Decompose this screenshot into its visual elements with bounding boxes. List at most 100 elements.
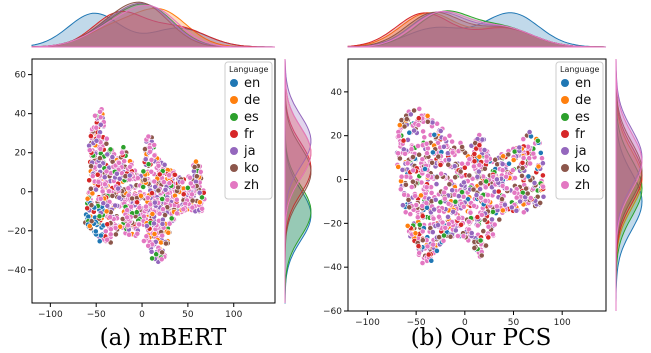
scatter-point-zh xyxy=(93,124,100,131)
scatter-point-ja xyxy=(161,161,168,168)
scatter-point-ko xyxy=(480,228,487,234)
scatter-point-zh xyxy=(424,150,430,157)
legend-marker-ko xyxy=(230,164,238,172)
y-tick-label: −20 xyxy=(7,227,26,237)
scatter-point-zh xyxy=(478,211,485,218)
scatter-point-zh xyxy=(106,188,112,195)
scatter-point-ko xyxy=(398,117,405,123)
scatter-point-zh xyxy=(408,184,415,190)
scatter-point-de xyxy=(165,229,172,236)
scatter-point-ja xyxy=(429,119,436,126)
scatter-point-ko xyxy=(406,204,413,211)
scatter-point-ja xyxy=(479,136,486,143)
scatter-point-zh xyxy=(103,135,110,142)
scatter-point-zh xyxy=(404,160,411,167)
scatter-point-zh xyxy=(449,149,456,156)
scatter-point-zh xyxy=(441,135,448,142)
scatter-point-ja xyxy=(101,174,108,181)
y-tick-label: 0 xyxy=(20,188,26,198)
scatter-point-zh xyxy=(108,226,114,233)
scatter-point-ko xyxy=(481,165,488,172)
scatter-point-zh xyxy=(477,194,484,201)
scatter-point-fr xyxy=(415,243,422,249)
scatter-point-zh xyxy=(97,195,104,202)
y-tick-label: 60 xyxy=(15,71,27,81)
scatter-point-zh xyxy=(520,209,527,216)
scatter-point-ja xyxy=(104,202,111,209)
scatter-point-ja xyxy=(109,154,116,160)
scatter-point-ja xyxy=(437,128,444,134)
scatter-point-zh xyxy=(499,167,506,174)
legend-marker-ja xyxy=(230,147,238,155)
scatter-point-zh xyxy=(483,153,490,160)
scatter-points xyxy=(394,106,547,267)
scatter-point-ko xyxy=(435,153,442,160)
x-tick-label: 100 xyxy=(554,318,571,328)
scatter-point-es xyxy=(140,183,147,190)
scatter-point-ko xyxy=(142,146,148,152)
scatter-point-zh xyxy=(407,211,414,217)
scatter-point-zh xyxy=(395,150,401,157)
scatter-point-zh xyxy=(416,250,423,256)
scatter-point-zh xyxy=(512,175,518,181)
scatter-point-zh xyxy=(156,210,163,217)
scatter-point-ko xyxy=(142,176,148,183)
scatter-point-ja xyxy=(104,151,111,158)
scatter-point-zh xyxy=(527,195,534,201)
scatter-point-zh xyxy=(143,233,150,240)
scatter-point-en xyxy=(431,131,438,138)
scatter-point-zh xyxy=(421,134,428,141)
scatter-point-fr xyxy=(461,164,468,171)
legend-box xyxy=(555,61,604,200)
scatter-point-ko xyxy=(447,233,454,240)
scatter-point-ja xyxy=(112,202,119,209)
scatter-point-de xyxy=(84,195,91,202)
legend-marker-ja xyxy=(561,147,569,155)
scatter-point-es xyxy=(159,196,166,202)
scatter-point-en xyxy=(428,257,435,264)
scatter-point-ja xyxy=(493,176,500,183)
scatter-point-zh xyxy=(503,173,509,180)
scatter-point-zh xyxy=(509,167,516,174)
legend-box xyxy=(224,61,273,200)
scatter-point-zh xyxy=(511,189,518,196)
scatter-point-zh xyxy=(441,195,448,202)
scatter-point-zh xyxy=(119,149,125,156)
legend-label-en: en xyxy=(575,76,591,91)
scatter-point-ja xyxy=(526,129,533,135)
scatter-point-de xyxy=(193,158,199,165)
scatter-point-ko xyxy=(97,155,103,162)
scatter-point-zh xyxy=(464,160,471,167)
scatter-point-zh xyxy=(95,178,102,185)
scatter-point-ja xyxy=(508,204,515,211)
scatter-point-fr xyxy=(104,221,111,228)
x-tick-label: 100 xyxy=(225,310,242,320)
legend-marker-fr xyxy=(230,130,238,138)
scatter-point-en xyxy=(506,160,512,167)
marginal-y-density-zh xyxy=(284,59,312,303)
scatter-point-ja xyxy=(116,194,123,201)
scatter-point-zh xyxy=(403,173,410,180)
scatter-point-ja xyxy=(481,147,488,153)
scatter-point-zh xyxy=(166,220,173,227)
scatter-point-ko xyxy=(505,151,512,158)
scatter-point-es xyxy=(184,184,191,191)
legend-label-fr: fr xyxy=(244,127,255,142)
scatter-point-ko xyxy=(537,199,544,206)
scatter-point-es xyxy=(459,189,465,195)
scatter-point-ja xyxy=(489,216,495,223)
legend-marker-en xyxy=(230,79,238,87)
scatter-point-fr xyxy=(156,171,163,178)
scatter-point-ko xyxy=(88,163,94,170)
scatter-point-de xyxy=(412,230,419,237)
scatter-point-zh xyxy=(442,224,449,231)
scatter-points xyxy=(82,106,208,265)
scatter-point-de xyxy=(395,163,402,170)
scatter-point-fr xyxy=(419,213,426,219)
scatter-point-ko xyxy=(189,197,196,204)
scatter-point-zh xyxy=(180,206,187,213)
scatter-point-ko xyxy=(459,144,465,150)
scatter-point-zh xyxy=(482,184,489,191)
scatter-point-zh xyxy=(125,222,131,229)
scatter-point-ko xyxy=(481,217,488,223)
